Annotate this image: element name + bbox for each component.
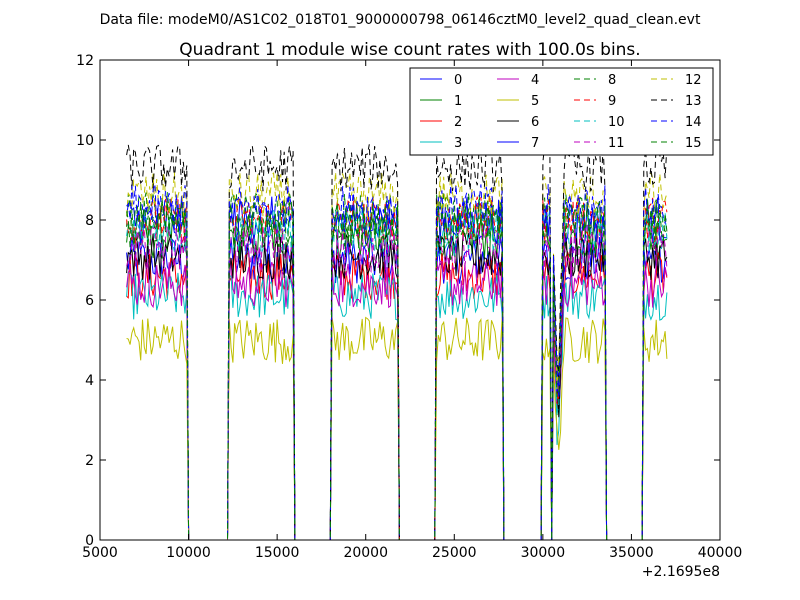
legend-label-13: 13	[685, 94, 702, 109]
series-line-1	[126, 211, 667, 540]
legend-label-2: 2	[454, 115, 462, 130]
legend-label-6: 6	[531, 115, 539, 130]
x-tick-label: 30000	[521, 545, 566, 561]
series-group	[126, 143, 668, 540]
axis-ticks: 5000 10000 15000 20000 25000 30000 35000 40000 0…	[76, 53, 742, 561]
x-tick-label: 25000	[432, 545, 477, 561]
legend-label-3: 3	[454, 136, 462, 151]
x-tick-label: 40000	[698, 545, 743, 561]
legend-label-9: 9	[608, 94, 616, 109]
plot-area: 5000 10000 15000 20000 25000 30000 35000 40000 0…	[76, 53, 742, 561]
series-line-10	[126, 208, 668, 540]
legend-label-1: 1	[454, 94, 462, 109]
y-tick-label: 12	[76, 53, 94, 69]
x-tick-label: 35000	[609, 545, 654, 561]
legend-label-7: 7	[531, 136, 539, 151]
x-tick-label: 10000	[166, 545, 211, 561]
chart-title: Quadrant 1 module wise count rates with …	[179, 40, 640, 60]
legend-label-10: 10	[608, 115, 625, 130]
legend-label-5: 5	[531, 94, 539, 109]
legend-label-14: 14	[685, 115, 702, 130]
legend-label-11: 11	[608, 136, 625, 151]
x-tick-label: 20000	[343, 545, 388, 561]
y-tick-label: 0	[85, 533, 94, 549]
legend-label-15: 15	[685, 136, 702, 151]
series-line-15	[126, 200, 668, 540]
legend-label-8: 8	[608, 73, 616, 88]
series-line-4	[126, 260, 668, 540]
x-tick-label: 5000	[82, 545, 118, 561]
x-axis-offset-label: +2.1695e8	[642, 564, 720, 580]
figure-suptitle: Data file: modeM0/AS1C02_018T01_90000007…	[100, 12, 701, 28]
series-line-13	[126, 143, 668, 540]
series-line-8	[126, 192, 668, 540]
series-line-14	[126, 183, 668, 540]
y-tick-label: 4	[85, 373, 94, 389]
series-line-11	[126, 223, 668, 540]
legend-box	[409, 67, 714, 156]
series-line-5	[126, 316, 668, 540]
series-line-3	[126, 271, 668, 540]
y-tick-label: 8	[85, 213, 94, 229]
series-line-2	[126, 251, 668, 540]
legend-label-4: 4	[531, 73, 539, 88]
y-tick-label: 10	[76, 133, 94, 149]
series-line-12	[126, 172, 668, 540]
y-tick-label: 2	[85, 453, 94, 469]
y-tick-label: 6	[85, 293, 94, 309]
legend-label-12: 12	[685, 73, 702, 88]
series-line-6	[126, 231, 668, 540]
legend-label-0: 0	[454, 73, 462, 88]
x-tick-label: 15000	[255, 545, 300, 561]
